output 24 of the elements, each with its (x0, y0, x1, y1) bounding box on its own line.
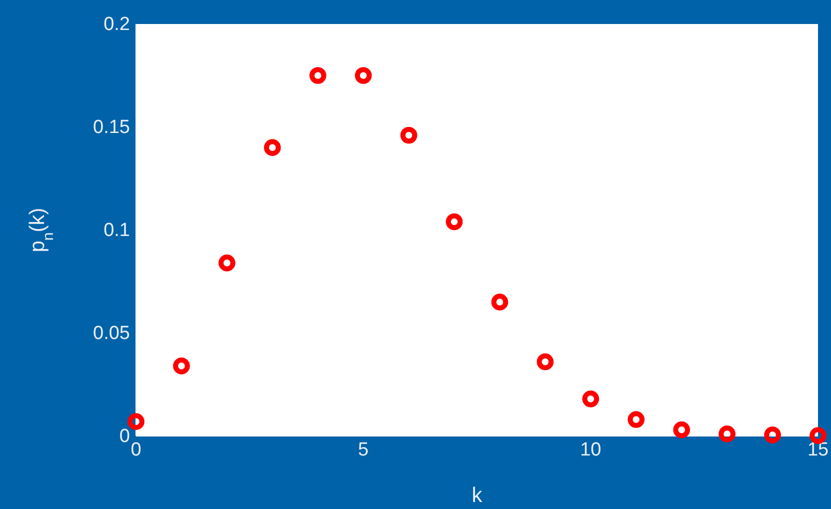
point (354, 67, 372, 84)
y-tick-label: 0.1 (104, 220, 130, 242)
point (491, 294, 508, 311)
point (218, 254, 236, 272)
point (264, 139, 281, 156)
point (582, 390, 600, 408)
point (173, 358, 190, 374)
x-tick-label: 5 (358, 439, 369, 460)
point (536, 353, 554, 370)
point (764, 426, 781, 444)
x-axis-title: k (472, 484, 483, 507)
point (718, 426, 736, 442)
point (673, 421, 690, 438)
point (400, 126, 418, 144)
y-tick-label: 0.05 (93, 323, 130, 344)
x-tick-label: 15 (807, 439, 829, 460)
point (628, 411, 645, 428)
y-tick-label: 0.15 (93, 117, 130, 138)
y-tick-label: 0 (119, 426, 130, 448)
point (446, 213, 463, 230)
x-tick-label: 10 (580, 439, 602, 460)
y-tick-label: 0.2 (104, 14, 130, 36)
point (309, 67, 326, 84)
point (128, 413, 144, 430)
